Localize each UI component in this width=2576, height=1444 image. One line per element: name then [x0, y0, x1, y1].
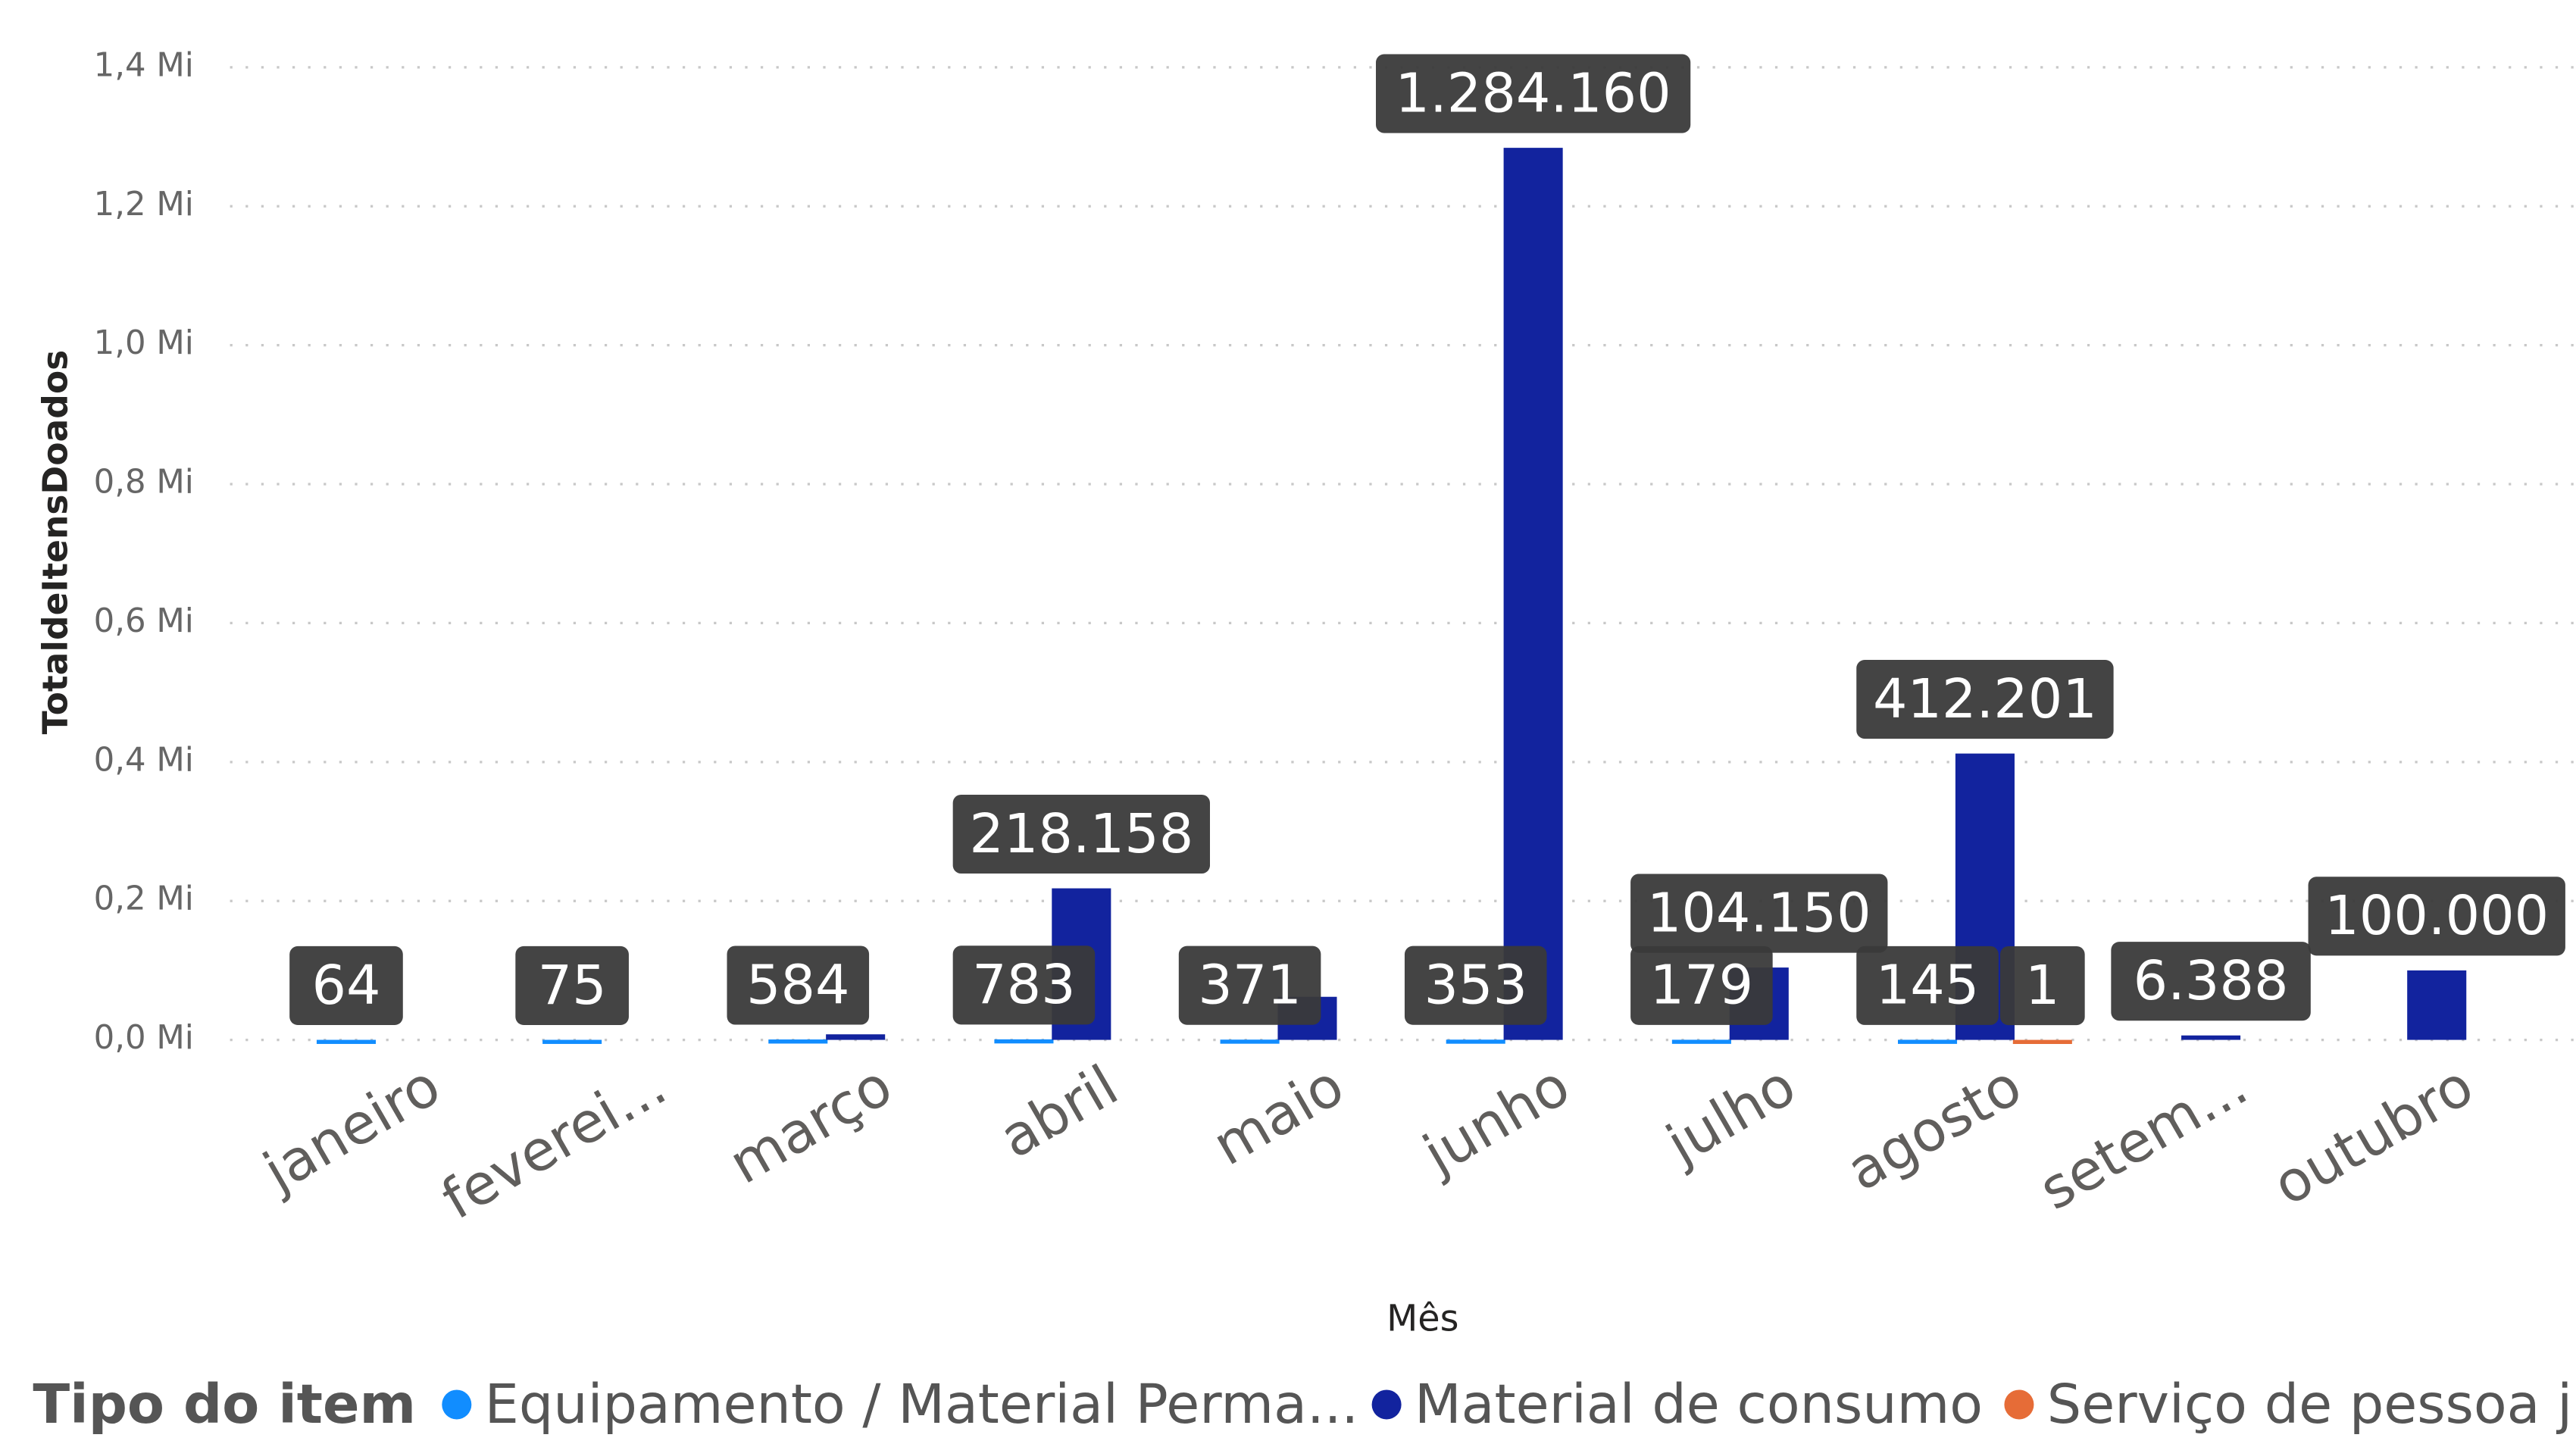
- x-tick-label: junho: [1412, 1053, 1580, 1188]
- data-label-box: [1856, 660, 2114, 739]
- data-label-box: [1999, 945, 2085, 1026]
- bar: [1503, 148, 1563, 1040]
- y-tick-label: 0,8 Mi: [94, 464, 194, 502]
- bar: [2407, 970, 2467, 1040]
- data-label-box: [1630, 874, 1888, 953]
- data-label: 64: [311, 954, 380, 1017]
- data-label: 145: [1876, 954, 1980, 1017]
- bar: [826, 1034, 886, 1040]
- data-label-box: [2111, 942, 2311, 1021]
- bar: [1671, 1039, 1731, 1044]
- y-axis-title: TotaldeItensDoados: [35, 350, 75, 735]
- data-label-box: [952, 794, 1211, 874]
- legend-label: Equipamento / Material Perma...: [485, 1373, 1359, 1436]
- legend-marker: [1371, 1389, 1402, 1420]
- x-tick-label: feverei...: [431, 1053, 677, 1232]
- y-tick-label: 1,4 Mi: [94, 46, 194, 84]
- data-label-box: [1404, 945, 1547, 1025]
- bar: [2181, 1035, 2241, 1040]
- bar: [542, 1039, 602, 1044]
- data-label-box: [1376, 54, 1691, 133]
- bar: [1220, 1039, 1280, 1044]
- data-label-box: [1856, 945, 1999, 1025]
- y-tick-label: 0,2 Mi: [94, 880, 194, 918]
- x-tick-label: outubro: [2263, 1053, 2484, 1218]
- x-tick-label: janeiro: [252, 1053, 451, 1205]
- bar: [1898, 1039, 1958, 1044]
- data-label: 218.158: [969, 802, 1193, 865]
- data-label: 1: [2025, 954, 2060, 1017]
- x-tick-label: maio: [1202, 1053, 1355, 1178]
- data-label-box: [952, 945, 1096, 1025]
- bar: [316, 1039, 377, 1044]
- x-tick-label: setem...: [2029, 1053, 2258, 1223]
- y-tick-label: 0,6 Mi: [94, 602, 194, 640]
- data-label: 584: [746, 953, 850, 1016]
- data-label: 179: [1650, 954, 1754, 1017]
- y-tick-label: 1,0 Mi: [94, 324, 194, 362]
- bar: [994, 1039, 1054, 1044]
- data-label-box: [727, 945, 870, 1025]
- data-label: 75: [538, 954, 607, 1017]
- data-label: 6.388: [2134, 949, 2289, 1012]
- data-label: 100.000: [2324, 884, 2549, 947]
- x-tick-label: março: [719, 1053, 903, 1196]
- data-label: 1.284.160: [1396, 61, 1671, 124]
- legend-label: Material de consumo: [1415, 1373, 1983, 1436]
- y-tick-label: 1,2 Mi: [94, 186, 194, 223]
- data-label: 412.201: [1873, 667, 2097, 730]
- data-label-box: [1178, 945, 1321, 1025]
- x-tick-label: abril: [989, 1053, 1129, 1171]
- data-label: 783: [972, 953, 1076, 1016]
- bar: [768, 1039, 828, 1044]
- legend-label: Serviço de pessoa j...: [2047, 1373, 2576, 1436]
- data-label: 371: [1198, 954, 1302, 1017]
- legend-marker: [2004, 1389, 2034, 1420]
- bar: [1446, 1039, 1505, 1044]
- data-label-box: [515, 945, 629, 1025]
- y-tick-label: 0,4 Mi: [94, 741, 194, 779]
- data-label-box: [2308, 877, 2565, 956]
- bar: [2012, 1039, 2072, 1044]
- x-axis-title: Mês: [1386, 1298, 1458, 1339]
- x-tick-label: julho: [1655, 1053, 1806, 1177]
- data-label-box: [1630, 945, 1773, 1025]
- data-label: 353: [1424, 954, 1527, 1017]
- legend-title: Tipo do item: [33, 1373, 416, 1436]
- y-tick-label: 0,0 Mi: [94, 1019, 194, 1057]
- data-label: 104.150: [1647, 881, 1871, 944]
- legend-marker: [442, 1389, 472, 1420]
- x-tick-label: agosto: [1837, 1053, 2033, 1203]
- data-label-box: [289, 945, 403, 1026]
